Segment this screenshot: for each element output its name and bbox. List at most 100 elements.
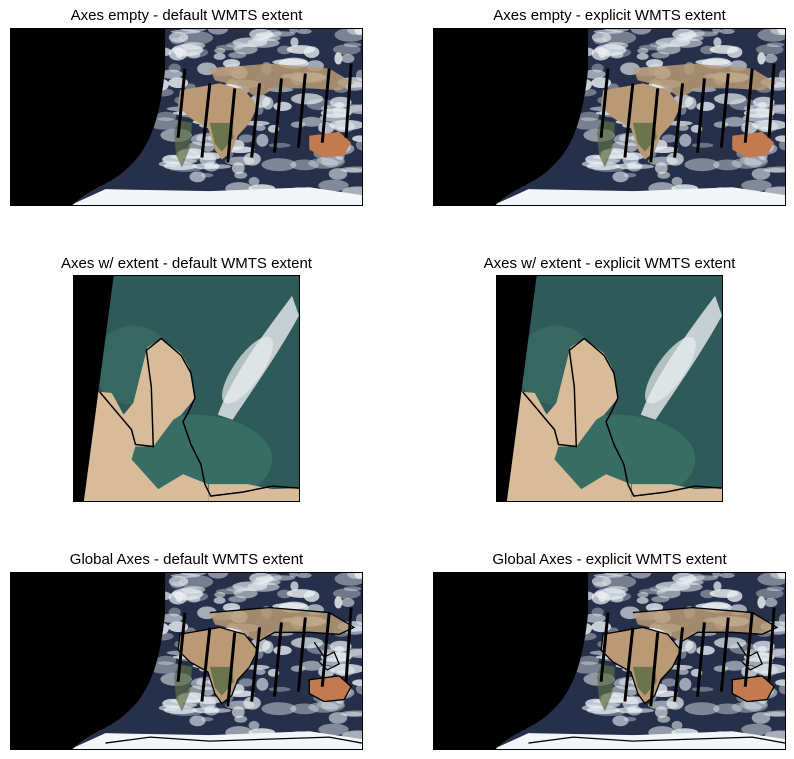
coastline [99, 337, 299, 497]
cloud-swirl [739, 155, 767, 166]
cloud-swirl [594, 588, 627, 600]
cloud-swirl [300, 116, 323, 127]
africa-vegetation [632, 666, 657, 696]
global-imagery-2 [434, 29, 785, 205]
swath-gap-line [767, 63, 776, 138]
cloud-swirl [709, 589, 739, 598]
cloud-swirl [289, 573, 298, 578]
cloud-swirl [766, 42, 785, 48]
cloud-swirl [739, 699, 767, 710]
swath-gap-line [719, 73, 730, 148]
cloud-swirl [744, 154, 768, 168]
antarctic-ice [70, 731, 362, 749]
swath-gap-line [673, 627, 685, 702]
africa-vegetation [209, 122, 234, 152]
cloud-swirl [648, 700, 678, 710]
cloud-swirl [238, 678, 254, 687]
cloud-swirl [318, 121, 335, 134]
cloud-swirl [231, 706, 245, 719]
cloud-swirl [231, 162, 245, 175]
swath-gap-line [743, 68, 754, 143]
cloud-swirl [148, 661, 180, 674]
panel-2-map[interactable] [433, 28, 786, 206]
panel-4-map[interactable] [496, 275, 723, 502]
cloud-swirl [630, 573, 652, 579]
cloud-swirl [248, 720, 260, 730]
cloud-swirl [636, 597, 649, 604]
cloud-swirl [630, 29, 652, 35]
cloud-swirl [207, 29, 229, 35]
cloud-streak [645, 336, 696, 404]
cloud-swirl [354, 29, 362, 36]
cloud-swirl [637, 591, 649, 598]
cloud-swirl [600, 47, 632, 58]
cloud-swirl [290, 665, 306, 672]
cloud-swirl [751, 712, 771, 724]
cloud-swirl [168, 607, 181, 617]
cloud-swirl [744, 698, 768, 712]
cloud-swirl [777, 573, 785, 580]
swath-gap-line [176, 68, 187, 138]
cloud-swirl [270, 575, 296, 581]
australia-landmass [732, 131, 775, 158]
cloud-swirl [273, 101, 292, 112]
cloud-swirl [610, 685, 628, 698]
swath-gap-line [273, 78, 283, 153]
cloud-swirl [332, 44, 361, 55]
australia-landmass [309, 131, 352, 158]
cloud-swirl [691, 142, 714, 148]
cloud-swirl [290, 37, 299, 47]
africa-landmass [178, 83, 258, 160]
cloud-swirl [290, 703, 319, 715]
cloud-swirl [290, 637, 324, 649]
cloud-swirl [233, 588, 258, 599]
cloud-swirl [334, 573, 362, 586]
cloud-swirl [189, 171, 206, 183]
cloud-swirl [593, 29, 624, 34]
panel-1-title: Axes empty - default WMTS extent [70, 7, 303, 24]
cloud-swirl [355, 683, 362, 695]
cloud-swirl [770, 573, 785, 580]
cloud-swirl [731, 701, 762, 713]
global-imagery-6 [434, 573, 785, 749]
cloud-swirl [328, 712, 348, 724]
cloud-swirl [602, 575, 637, 589]
cloud-swirl [757, 29, 785, 42]
swath-gap-line [743, 612, 754, 687]
cloud-swirl [677, 124, 689, 131]
cloud-swirl [207, 573, 229, 579]
panel-6-map[interactable] [433, 572, 786, 750]
coastline-africa [600, 626, 682, 705]
cloud-swirl [751, 168, 771, 180]
cloud-swirl [583, 69, 606, 79]
cloud-swirl [248, 176, 260, 186]
cloud-swirl [778, 69, 785, 82]
cloud-swirl [578, 655, 600, 666]
cloud-swirl [591, 63, 604, 73]
panel-3-map[interactable] [73, 275, 300, 502]
swath-gap-line [649, 88, 660, 163]
cloud-swirl [594, 44, 627, 56]
cloud-swirl [612, 715, 629, 727]
africa-vegetation [209, 666, 234, 696]
cloud-swirl [615, 707, 643, 714]
cloud-swirl [334, 646, 345, 652]
cloud-swirl [766, 586, 785, 592]
cloud-swirl [693, 575, 719, 581]
cloud-swirl [684, 702, 720, 716]
cloud-swirl [602, 31, 637, 45]
panel-5-map[interactable] [10, 572, 363, 750]
cloud-swirl [593, 581, 607, 589]
cloud-swirl [713, 665, 729, 672]
cloud-swirl [757, 102, 768, 108]
coastline-antarctica [528, 736, 785, 744]
cloud-swirl [764, 598, 778, 608]
cloud-swirl [661, 134, 677, 143]
cloud-swirl [249, 29, 273, 40]
cloud-swirl [713, 159, 742, 171]
cloud-swirl [654, 162, 668, 175]
panel-1-map[interactable] [10, 28, 363, 206]
cloud-swirl [355, 69, 362, 82]
cloud-swirl [177, 591, 209, 602]
coastline-eurasia [209, 606, 356, 643]
